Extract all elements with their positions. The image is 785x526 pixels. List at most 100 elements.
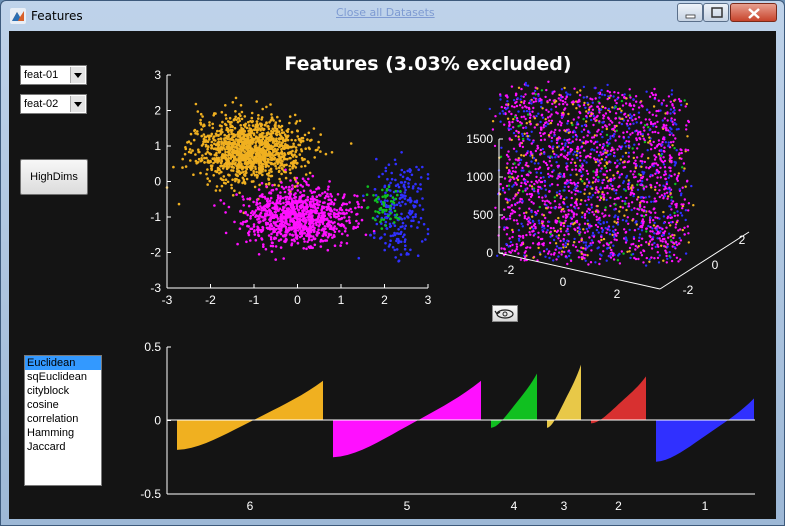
data-point — [678, 109, 681, 112]
data-point — [632, 98, 635, 101]
list-item[interactable]: correlation — [27, 413, 79, 425]
data-point — [506, 117, 510, 120]
data-point — [242, 170, 245, 174]
data-point — [523, 215, 527, 218]
data-point — [669, 169, 672, 173]
data-point — [508, 158, 511, 161]
data-point — [591, 98, 594, 101]
rotate-icon — [494, 309, 514, 319]
y-feature-select[interactable]: feat-02 — [20, 94, 87, 114]
data-point — [580, 166, 583, 169]
data-point — [410, 224, 413, 228]
data-point — [650, 91, 653, 95]
minimize-button[interactable] — [677, 3, 703, 22]
data-point — [238, 227, 242, 230]
data-point — [396, 193, 399, 197]
list-item[interactable]: Jaccard — [27, 441, 66, 453]
data-point — [194, 153, 197, 156]
maximize-button[interactable] — [703, 3, 729, 22]
data-point — [233, 117, 236, 121]
data-point — [501, 217, 504, 220]
data-point — [506, 201, 509, 204]
data-point — [521, 132, 524, 136]
data-point — [396, 216, 399, 220]
data-point — [604, 206, 607, 209]
list-item[interactable]: cosine — [27, 399, 59, 411]
data-point — [589, 185, 592, 188]
cluster-label: 3 — [561, 499, 568, 513]
data-point — [284, 168, 287, 172]
data-point — [541, 196, 544, 199]
data-point — [272, 119, 275, 122]
data-point — [545, 231, 548, 234]
data-point — [531, 219, 535, 223]
data-point — [217, 151, 221, 154]
highdims-button[interactable]: HighDims — [20, 159, 88, 195]
data-point — [268, 224, 272, 227]
data-point — [527, 165, 530, 168]
data-point — [541, 116, 545, 119]
chevron-down-icon[interactable] — [70, 67, 85, 83]
data-point — [300, 230, 303, 233]
data-point — [381, 210, 384, 214]
data-point — [291, 203, 295, 207]
data-point — [342, 225, 346, 228]
data-point — [611, 233, 614, 237]
distance-metric-list[interactable]: Euclidean sqEuclidean cityblock cosine c… — [24, 355, 102, 486]
data-point — [235, 164, 238, 168]
data-point — [284, 219, 288, 223]
data-point — [241, 143, 244, 146]
data-point — [421, 197, 424, 200]
data-point — [560, 153, 563, 156]
cluster-label: 6 — [247, 499, 254, 513]
data-point — [393, 204, 396, 207]
data-point — [239, 104, 243, 107]
data-point — [507, 155, 510, 158]
list-item[interactable]: Euclidean — [25, 356, 101, 370]
list-item[interactable]: Hamming — [27, 427, 75, 439]
data-point — [558, 251, 561, 254]
data-point — [545, 207, 548, 210]
data-point — [601, 228, 605, 232]
data-point — [275, 142, 278, 146]
chevron-down-icon[interactable] — [70, 96, 85, 112]
data-point — [235, 167, 239, 170]
data-point — [287, 192, 291, 195]
data-point — [327, 212, 330, 216]
data-point — [260, 147, 263, 151]
data-point — [637, 257, 640, 261]
data-point — [270, 170, 273, 173]
data-point — [530, 210, 533, 214]
data-point — [278, 207, 282, 210]
data-point — [299, 183, 303, 187]
close-button[interactable] — [730, 3, 777, 22]
data-point — [288, 195, 292, 198]
data-point — [533, 222, 536, 226]
data-point — [637, 116, 641, 119]
data-point — [310, 191, 314, 195]
data-point — [564, 219, 567, 222]
background-link[interactable]: Close all Datasets — [336, 6, 435, 19]
y-tick-label: -2 — [150, 246, 161, 260]
list-item[interactable]: sqEuclidean — [27, 371, 87, 383]
data-point — [569, 179, 572, 182]
x-feature-select[interactable]: feat-01 — [20, 65, 87, 85]
data-point — [634, 257, 638, 261]
data-point — [251, 140, 255, 144]
data-point — [654, 172, 657, 175]
data-point — [369, 233, 372, 237]
data-point — [566, 138, 569, 142]
data-point — [587, 108, 591, 111]
list-item[interactable]: cityblock — [27, 385, 70, 397]
rotate-3d-button[interactable] — [492, 305, 518, 322]
data-point — [318, 219, 322, 222]
data-point — [589, 97, 592, 100]
title-bar[interactable]: Features Close all Datasets — [1, 1, 784, 31]
data-point — [393, 158, 397, 162]
data-point — [225, 164, 229, 168]
data-point — [627, 160, 631, 163]
data-point — [676, 214, 679, 217]
